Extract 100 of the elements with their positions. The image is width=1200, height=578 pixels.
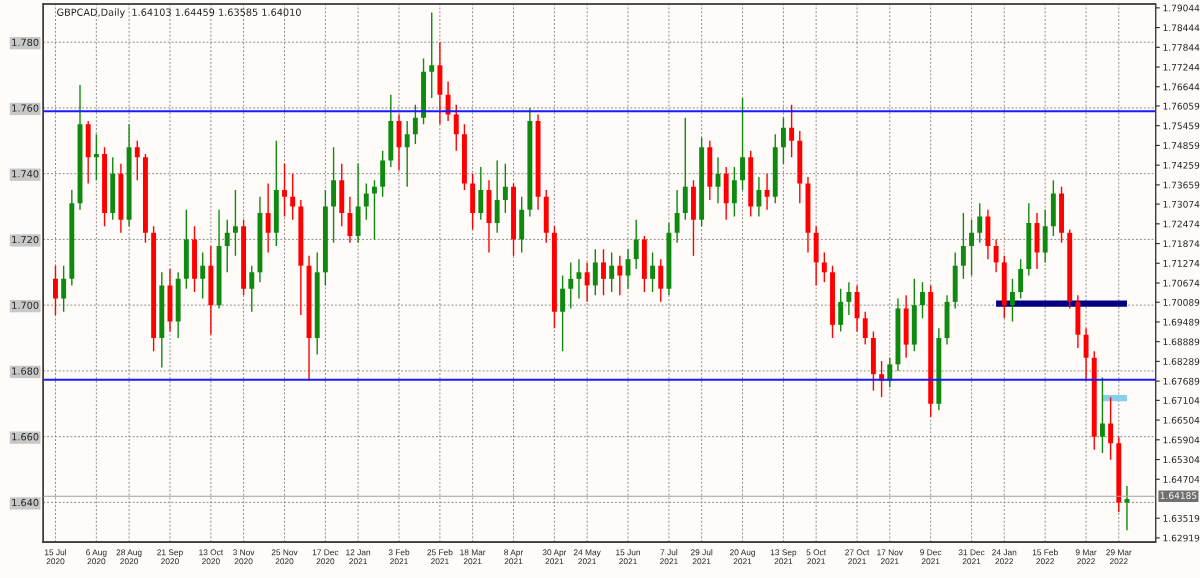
y2-tick-label: 1.62919 [1163,534,1200,542]
candlestick [363,182,369,221]
x-tick-label: 12 Jan 2021 [346,549,371,565]
candlestick [674,189,680,244]
y2-tick-label: 1.74859 [1163,142,1200,149]
candlestick [993,238,999,273]
candlestick [372,179,377,241]
y2-tick-label: 1.72474 [1163,220,1200,228]
y2-tick-label: 1.68889 [1163,338,1200,346]
y2-tick-label: 1.75459 [1163,122,1200,130]
candlestick [265,182,271,254]
candlestick [478,166,484,221]
y2-tick-label: 1.77244 [1163,63,1200,71]
x-tick-label: 6 Aug 2020 [86,549,107,565]
x-tick-label: 3 Feb 2021 [388,549,410,565]
x-tick-label: 20 Aug 2021 [729,549,755,565]
candlestick [290,172,296,221]
x-tick-label: 31 Dec 2021 [958,549,985,565]
candlestick [780,117,786,165]
x-tick-label: 29 Mar 2022 [1106,549,1132,565]
candlestick [601,248,606,296]
x-tick-label: 9 Mar 2022 [1075,549,1097,565]
candlestick [576,258,582,300]
x-tick-label: 25 Feb 2021 [427,549,453,565]
y2-tick-label: 1.63519 [1163,514,1200,522]
candlestick [756,176,762,218]
candlestick [764,172,770,211]
x-tick-label: 27 Oct 2021 [845,549,870,565]
y2-tick-label: 1.66504 [1163,416,1200,424]
x-tick-label: 9 Dec 2021 [920,549,942,565]
y2-tick-label: 1.70674 [1163,279,1200,287]
candlestick [404,120,410,188]
candlestick [249,265,255,313]
candlestick [838,288,844,333]
y-tick-label: 1.760 [12,104,39,112]
x-tick-label: 3 Nov 2020 [233,549,255,565]
candlestick [502,163,508,214]
candlestick [617,255,623,296]
candlestick [731,166,737,218]
y2-tick-label: 1.69489 [1163,318,1200,326]
candlestick [1083,327,1089,382]
x-tick-label: 15 Jun 2021 [616,549,640,565]
y2-tick-label: 1.65304 [1163,456,1200,464]
candlestick [920,281,925,319]
y2-tick-label: 1.71874 [1163,240,1200,248]
candlestick [53,265,58,316]
y2-tick-label: 1.68289 [1163,358,1200,365]
candlestick [494,159,500,234]
chart-title: GBPCAD,Daily 1.64103 1.64459 1.63585 1.64010 [57,8,301,18]
ref-line-label: 1.64185 [1160,492,1197,499]
y2-tick-label: 1.76059 [1163,102,1200,110]
candlestick [609,251,615,293]
y2-tick-label: 1.74259 [1163,161,1200,169]
candlestick [862,311,868,346]
candlestick [633,218,639,270]
candlestick [347,195,353,244]
x-tick-label: 13 Oct 2020 [199,549,224,565]
candlestick [429,11,435,99]
y-tick-label: 1.720 [12,235,39,244]
y2-tick-label: 1.71274 [1163,260,1200,267]
candlestick [658,258,664,303]
x-tick-label: 7 Jul 2021 [660,549,678,565]
y-tick-label: 1.680 [12,367,39,375]
y2-tick-label: 1.67104 [1163,397,1200,404]
x-tick-label: 17 Nov 2021 [877,549,903,565]
y-tick-label: 1.640 [12,498,39,507]
x-tick-label: 8 Apr 2021 [504,549,524,565]
candlestick [568,261,574,310]
candlestick [650,251,656,293]
y-tick-label: 1.700 [12,301,39,309]
y-tick-label: 1.780 [12,38,39,47]
y2-tick-label: 1.65904 [1163,436,1200,444]
candlestick [887,357,893,389]
x-tick-label: 15 Feb 2022 [1032,549,1058,565]
y-tick-label: 1.740 [12,170,39,178]
y-tick-label: 1.660 [12,433,39,441]
candlestick [453,103,459,152]
candlestick [740,97,745,191]
y2-tick-label: 1.76644 [1163,83,1200,91]
x-tick-label: 17 Dec 2020 [312,549,339,565]
x-tick-label: 29 Jul 2021 [690,549,713,565]
candlestick [282,163,287,218]
candlestick [977,202,983,244]
x-tick-label: 24 Jan 2022 [992,549,1017,565]
candlestick [134,140,140,181]
candlestick [821,251,827,283]
y2-tick-label: 1.70089 [1163,298,1200,306]
y2-tick-label: 1.73074 [1163,200,1200,208]
candlestick [584,261,590,303]
x-tick-label: 13 Sep 2021 [770,549,797,565]
x-tick-label: 25 Nov 2020 [271,549,298,565]
candlestick [1010,278,1015,323]
x-tick-label: 28 Aug 2020 [116,549,142,565]
x-tick-label: 15 Jul 2020 [44,549,67,565]
y2-tick-label: 1.79044 [1163,4,1200,12]
x-tick-label: 24 May 2021 [573,549,601,565]
candlestick [960,212,966,280]
candlestick [1108,396,1114,461]
y2-tick-label: 1.64704 [1163,475,1200,483]
x-tick-label: 21 Sep 2020 [157,549,183,565]
